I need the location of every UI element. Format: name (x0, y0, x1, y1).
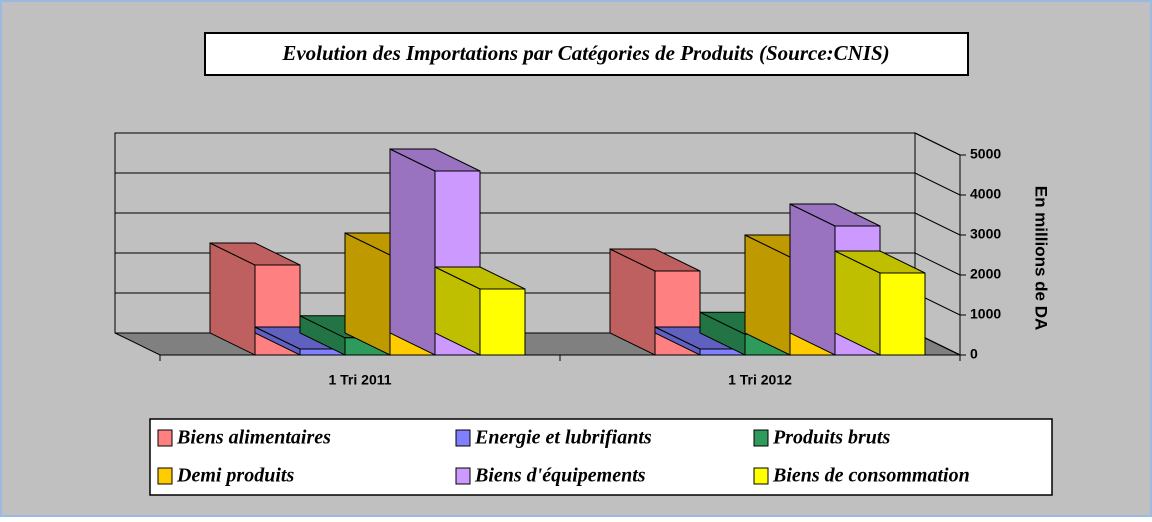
legend-swatch (455, 467, 471, 485)
legend-box (149, 418, 1053, 496)
legend-swatch (455, 429, 471, 447)
y-tick-label: 5000 (970, 146, 1001, 162)
legend-label: Biens de consommation (772, 465, 970, 487)
legend-swatch (157, 467, 173, 485)
legend-label: Demi produits (176, 465, 294, 487)
legend-label: Produits bruts (772, 427, 890, 449)
grid-line (914, 212, 961, 236)
bar-side (389, 148, 436, 356)
legend-swatch (157, 429, 173, 447)
bar (479, 288, 526, 356)
legend-swatch (753, 467, 769, 485)
x-tick-label: 1 Tri 2012 (728, 372, 792, 388)
x-tick-label: 1 Tri 2011 (328, 372, 391, 388)
title-box (204, 32, 969, 76)
grid-line (914, 132, 961, 156)
bar-side (789, 203, 836, 356)
y-tick-label: 2000 (970, 266, 1001, 282)
grid-line (914, 172, 961, 196)
y-tick-label: 3000 (970, 226, 1001, 242)
bar (879, 272, 926, 356)
y-axis-label: En millions de DA (1032, 186, 1051, 331)
chart-title: Evolution des Importations par Catégorie… (281, 41, 889, 65)
legend-swatch (753, 429, 769, 447)
y-tick-label: 0 (970, 346, 978, 362)
grid-line (914, 252, 961, 276)
legend-label: Biens d'équipements (474, 465, 646, 487)
legend-label: Energie et lubrifiants (474, 427, 652, 449)
y-tick-label: 4000 (970, 186, 1001, 202)
legend-label: Biens alimentaires (176, 427, 331, 449)
y-tick-label: 1000 (970, 306, 1001, 322)
